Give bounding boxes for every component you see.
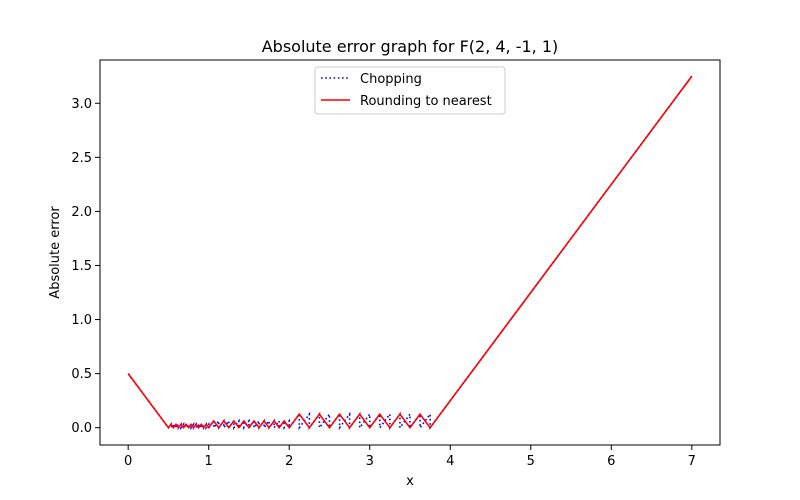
x-tick-label: 6 xyxy=(607,454,615,469)
x-axis-label: x xyxy=(406,474,414,489)
y-tick-label: 2.0 xyxy=(71,205,92,220)
y-tick-label: 1.5 xyxy=(71,259,92,274)
y-tick-label: 2.5 xyxy=(71,151,92,166)
legend-box xyxy=(314,66,506,115)
y-axis: 0.0 0.5 1.0 1.5 2.0 2.5 3.0 xyxy=(71,97,100,436)
x-tick-label: 2 xyxy=(285,454,293,469)
chart-title: Absolute error graph for F(2, 4, -1, 1) xyxy=(262,37,559,56)
x-tick-label: 0 xyxy=(124,454,132,469)
legend-label-chopping: Chopping xyxy=(360,72,422,87)
series-line-rounding xyxy=(127,75,693,430)
x-tick-label: 3 xyxy=(366,454,374,469)
y-tick-label: 3.0 xyxy=(71,97,92,112)
plot-frame xyxy=(99,59,721,446)
x-tick-label: 4 xyxy=(446,454,454,469)
legend: Chopping Rounding to nearest xyxy=(314,66,506,115)
x-axis: 0 1 2 3 4 5 6 7 xyxy=(124,445,696,469)
legend-label-rounding: Rounding to nearest xyxy=(360,94,492,109)
plot-area: 0 1 2 3 4 5 6 7 0.0 0.5 1.0 1.5 2.0 2.5 3.0 xyxy=(71,59,721,469)
series-layer xyxy=(127,75,693,431)
y-tick-label: 1.0 xyxy=(71,313,92,328)
y-axis-label: Absolute error xyxy=(48,206,63,299)
x-tick-label: 1 xyxy=(205,454,213,469)
y-tick-label: 0.5 xyxy=(71,367,92,382)
x-tick-label: 7 xyxy=(688,454,696,469)
y-tick-label: 0.0 xyxy=(71,421,92,436)
x-tick-label: 5 xyxy=(527,454,535,469)
